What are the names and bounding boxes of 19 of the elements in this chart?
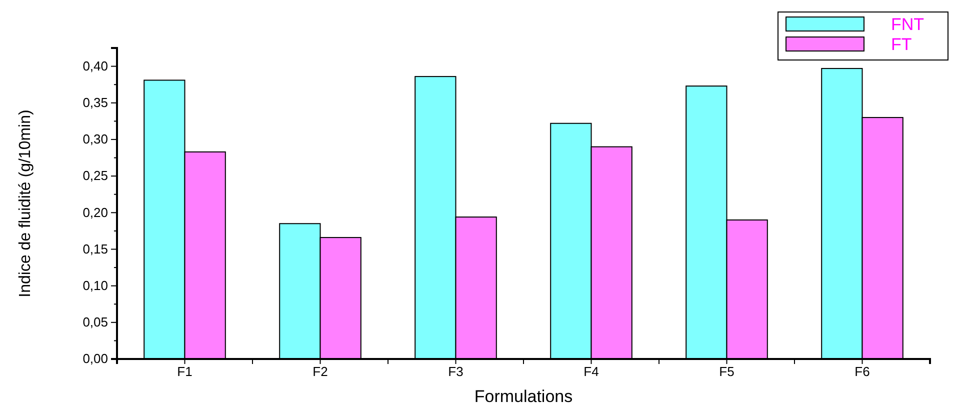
x-tick-label: F3: [448, 364, 464, 380]
x-axis-title: Formulations: [474, 387, 573, 406]
y-axis-title: Indice de fluidité (g/10min): [17, 110, 34, 298]
legend-label: FT: [891, 35, 912, 54]
y-tick-label: 0,05: [82, 314, 108, 330]
y-tick-label: 0,35: [82, 95, 108, 110]
y-tick-label: 0,10: [82, 278, 108, 293]
x-tick-label: F1: [177, 364, 192, 380]
x-tick-label: F6: [854, 364, 870, 380]
y-tick-label: 0,20: [82, 204, 108, 220]
y-tick-label: 0,25: [82, 168, 108, 184]
y-tick-label: 0,30: [82, 132, 108, 147]
y-tick-label: 0,15: [82, 241, 108, 256]
y-tick-label: 0,40: [82, 58, 108, 74]
legend-label: FNT: [891, 15, 924, 34]
x-tick-label: F2: [312, 364, 328, 380]
y-tick-label: 0,00: [82, 351, 108, 366]
x-tick-label: F4: [584, 364, 599, 380]
x-tick-label: F5: [719, 364, 734, 380]
